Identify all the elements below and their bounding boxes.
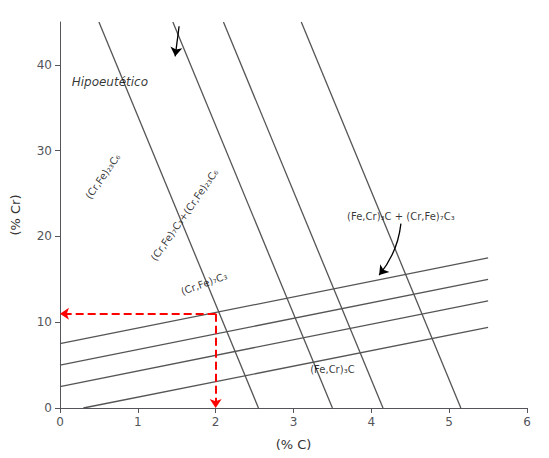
- svg-text:2: 2: [212, 415, 220, 429]
- svg-text:5: 5: [445, 415, 453, 429]
- svg-text:(Cr,Fe)₇C₃: (Cr,Fe)₇C₃: [179, 270, 228, 297]
- svg-text:30: 30: [37, 144, 52, 158]
- svg-text:(Fe,Cr)₃C: (Fe,Cr)₃C: [310, 364, 354, 375]
- svg-text:(Fe,Cr)₃C + (Cr,Fe)₇C₃: (Fe,Cr)₃C + (Cr,Fe)₇C₃: [347, 211, 455, 222]
- svg-text:Hipoeutético: Hipoeutético: [72, 75, 148, 89]
- svg-text:1: 1: [134, 415, 142, 429]
- svg-text:10: 10: [37, 315, 52, 329]
- svg-text:6: 6: [523, 415, 531, 429]
- svg-text:0: 0: [56, 415, 64, 429]
- svg-text:0: 0: [44, 401, 52, 415]
- svg-text:4: 4: [368, 415, 376, 429]
- svg-text:20: 20: [37, 229, 52, 243]
- svg-text:(% Cr): (% Cr): [8, 194, 23, 235]
- svg-text:3: 3: [290, 415, 298, 429]
- svg-text:40: 40: [37, 58, 52, 72]
- svg-text:(Cr,Fe)₂₃C₆: (Cr,Fe)₂₃C₆: [83, 152, 122, 201]
- svg-text:(% C): (% C): [276, 437, 312, 452]
- svg-text:(Cr,Fe)₇C₃+(Cr,Fe)₂₃C₆: (Cr,Fe)₇C₃+(Cr,Fe)₂₃C₆: [149, 167, 221, 263]
